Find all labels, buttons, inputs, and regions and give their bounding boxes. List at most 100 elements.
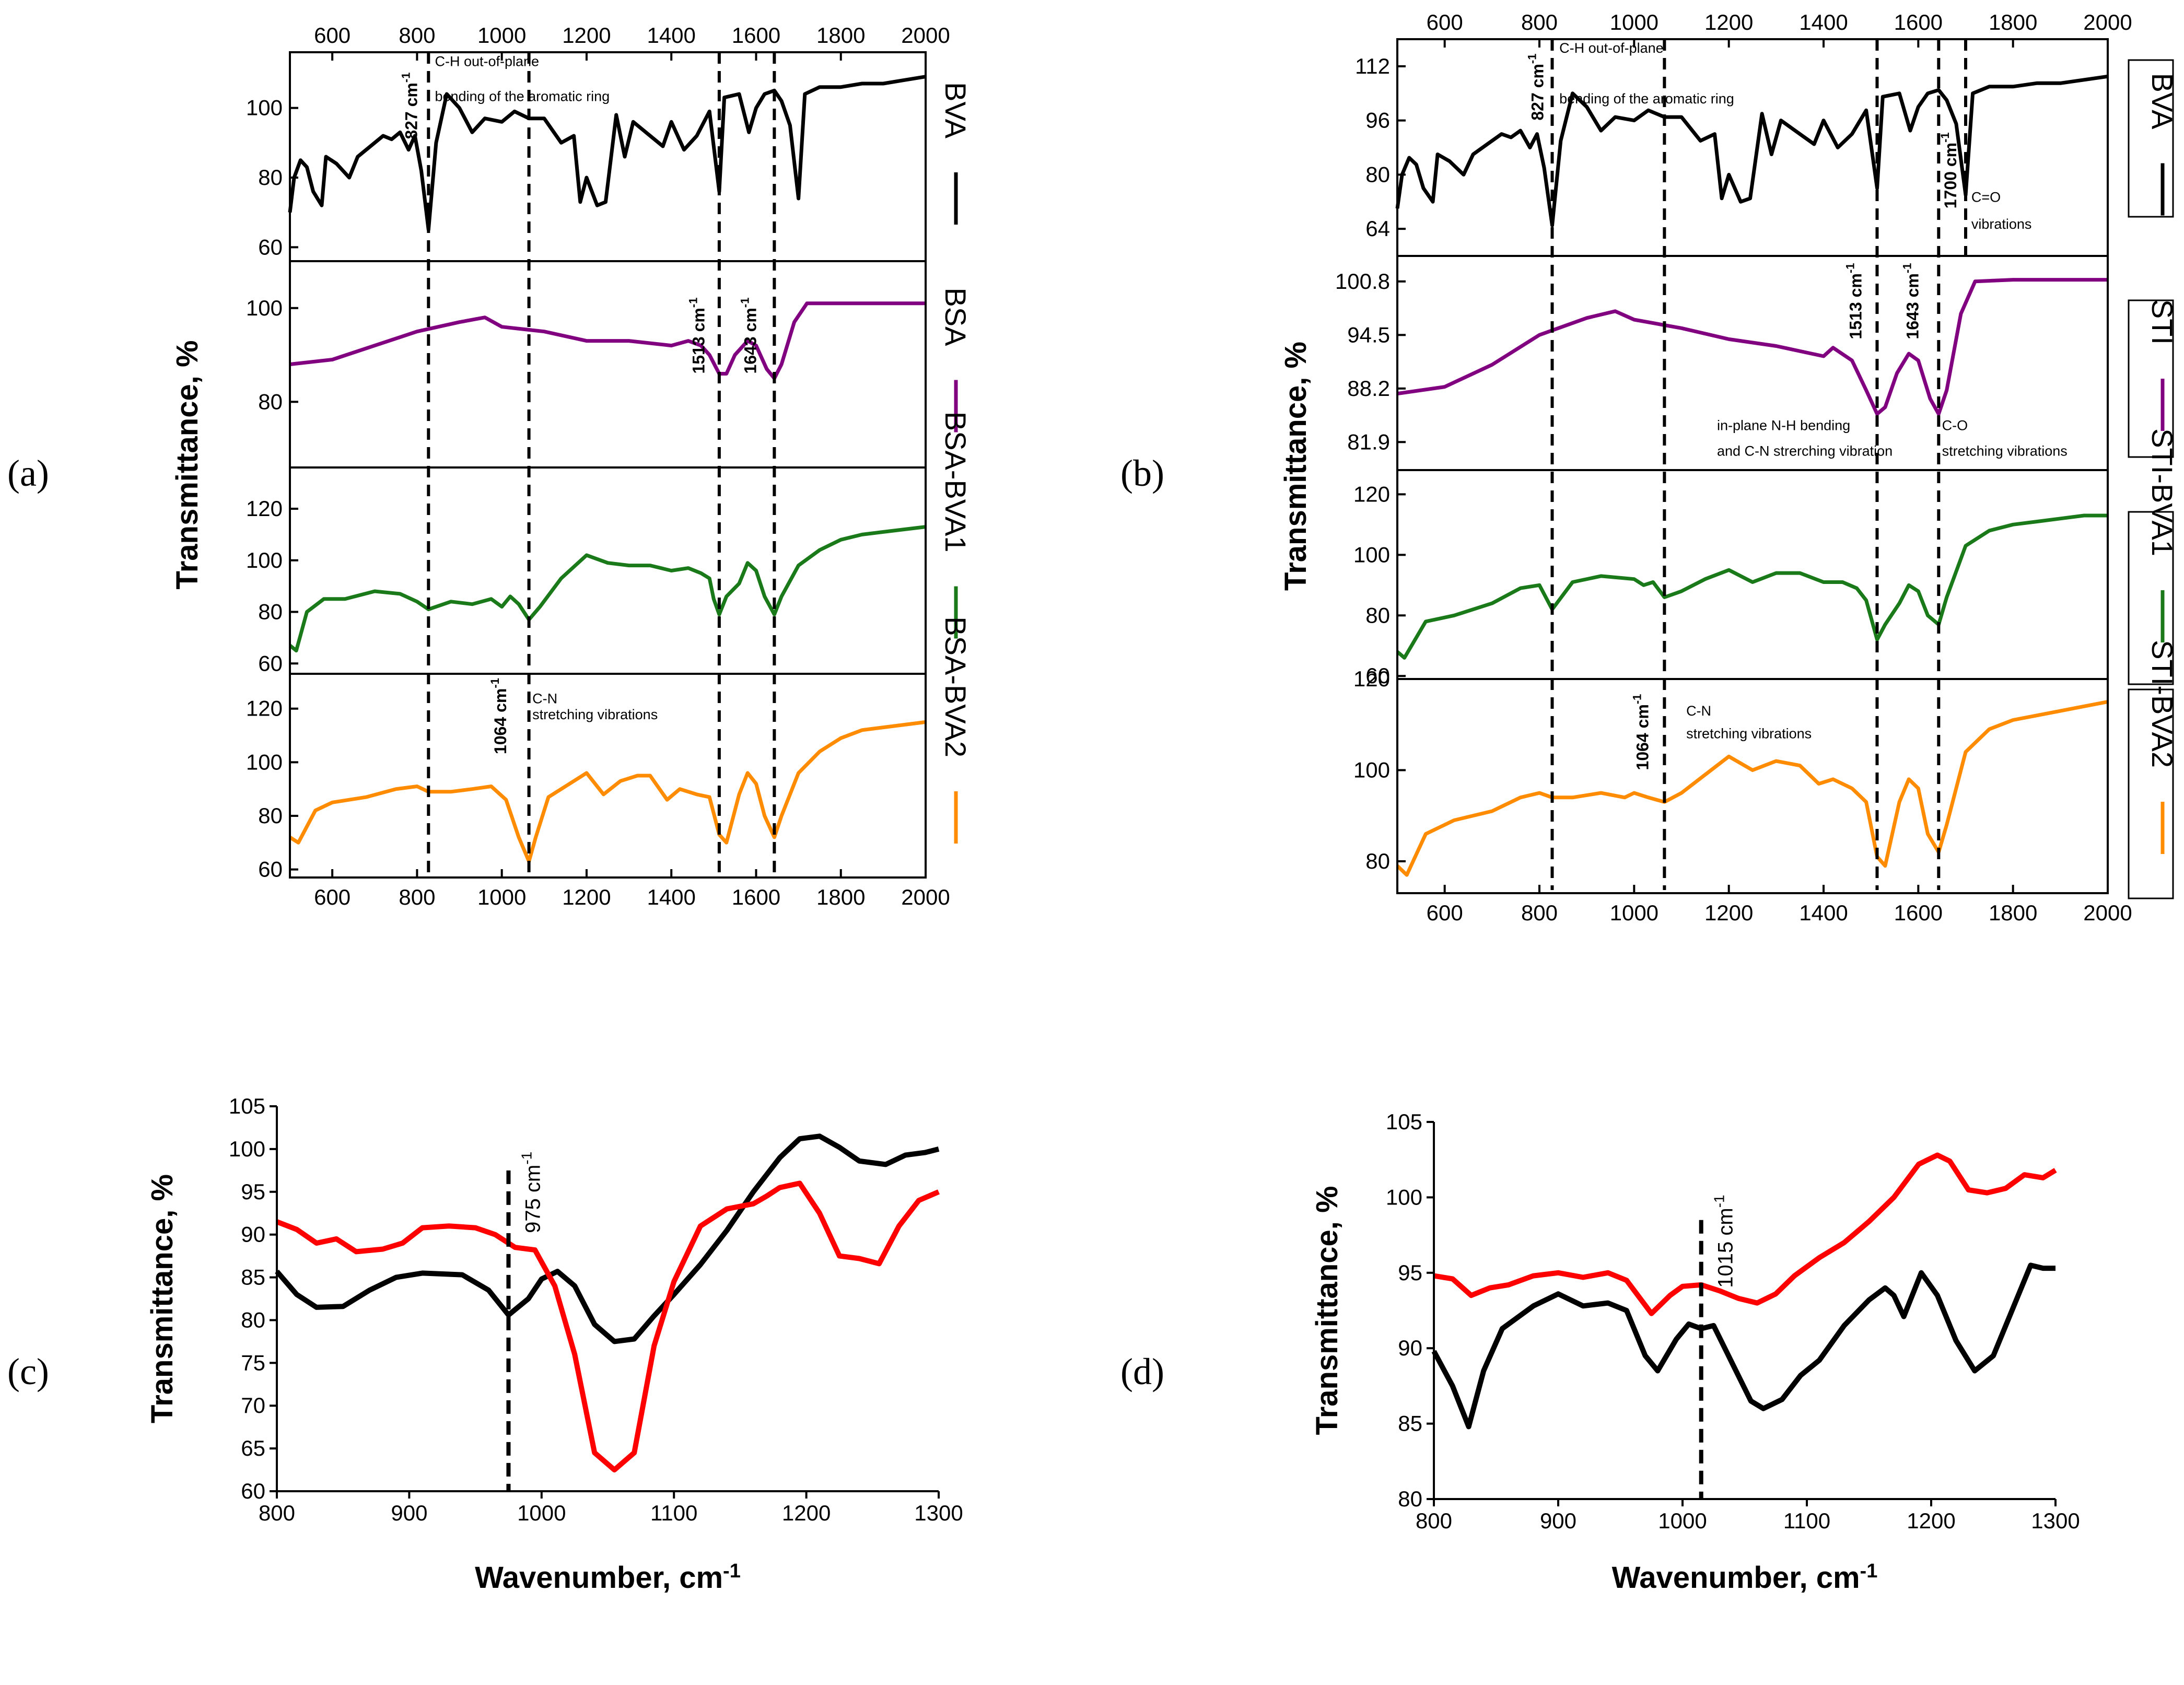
panel-label-d: (d) xyxy=(1120,1351,1164,1393)
x-tick-label: 600 xyxy=(314,885,351,909)
y-tick-label: 95 xyxy=(241,1179,265,1204)
x-tick-label: 1600 xyxy=(732,885,780,909)
annotation-rotated: 1015 cm-1 xyxy=(1711,1195,1737,1288)
legend-label-BSA-BVA1: BSA-BVA1 xyxy=(939,412,972,553)
annotation-rotated: 975 cm-1 xyxy=(518,1152,544,1233)
x-tick-label: 600 xyxy=(1427,900,1463,925)
series-line-BSA-BVA2 xyxy=(289,720,926,863)
annotation-text: and C-N strerching vibration xyxy=(1717,443,1893,459)
series-line-BSA-BVA1 xyxy=(288,525,926,653)
x-tick-label: 1000 xyxy=(517,1501,566,1525)
panel-label-a: (a) xyxy=(7,452,49,494)
y-tick-label: 100 xyxy=(246,548,283,572)
x-tick-label-top: 2000 xyxy=(2083,10,2132,34)
annotation-rotated: 1700 cm-1 xyxy=(1938,132,1960,208)
series-line-1 xyxy=(276,1180,940,1473)
x-tick-label: 800 xyxy=(1416,1508,1452,1533)
annotation-text: vibrations xyxy=(1971,216,2032,232)
x-tick-label-top: 2000 xyxy=(901,23,950,48)
legend-entry: BVA xyxy=(939,82,972,225)
annotation-rotated: 1643 cm-1 xyxy=(738,298,760,374)
annotation-text: 1064 cm-1 xyxy=(488,678,510,754)
y-tick-label: 70 xyxy=(241,1393,265,1418)
series-line-BSA xyxy=(289,301,926,380)
y-axis-title: Transmittance, % xyxy=(1310,1186,1344,1435)
y-tick-label: 100 xyxy=(1353,757,1390,782)
y-axis-title: Transmittance, % xyxy=(145,1174,179,1423)
y-tick-label: 80 xyxy=(1365,603,1390,627)
series-line-0 xyxy=(275,1133,940,1344)
x-tick-label: 1200 xyxy=(782,1501,831,1525)
y-tick-label: 100 xyxy=(246,96,283,120)
y-tick-label: 105 xyxy=(229,1094,265,1118)
y-tick-label: 60 xyxy=(241,1479,265,1503)
x-tick-label: 1300 xyxy=(2031,1508,2080,1533)
annotation-text: C-N xyxy=(1686,703,1711,719)
y-tick-label: 80 xyxy=(258,803,283,828)
annotation-text: 975 cm-1 xyxy=(518,1152,544,1233)
annotation-rotated: 827 cm-1 xyxy=(1525,54,1547,121)
y-tick-label: 120 xyxy=(1353,482,1390,506)
x-tick-label-top: 1200 xyxy=(1704,10,1753,34)
legend-box xyxy=(2128,688,2174,899)
x-tick-label: 2000 xyxy=(901,885,950,909)
x-tick-label: 1000 xyxy=(1610,900,1659,925)
x-tick-label-top: 1600 xyxy=(1894,10,1943,34)
y-tick-label: 112 xyxy=(1355,54,1390,78)
annotation-text: bending of the aromatic ring xyxy=(435,88,610,104)
annotation-text: in-plane N-H bending xyxy=(1717,418,1850,434)
legend-entry: STI-BVA2 xyxy=(2146,640,2179,854)
x-tick-label-top: 1400 xyxy=(1799,10,1848,34)
annotation-text: 1015 cm-1 xyxy=(1711,1195,1737,1288)
y-tick-label: 96 xyxy=(1365,108,1390,133)
x-tick-label-top: 600 xyxy=(314,23,351,48)
y-tick-label: 120 xyxy=(1353,666,1390,691)
annotation-rotated: 827 cm-1 xyxy=(399,73,421,139)
x-tick-label: 1300 xyxy=(914,1501,963,1525)
y-tick-label: 100 xyxy=(246,750,283,774)
y-tick-label: 85 xyxy=(1398,1411,1422,1436)
annotation-text: 1643 cm-1 xyxy=(738,298,760,374)
annotation-rotated: 1513 cm-1 xyxy=(1844,263,1865,340)
panel-b: 64 80 96 112 BVA 81.9 88.2 94.5 100.8 STI 60 80 100 1… xyxy=(1279,10,2179,925)
x-tick-label-top: 1200 xyxy=(562,23,611,48)
legend-label-STI-BVA1: STI-BVA1 xyxy=(2146,428,2179,556)
x-tick-label: 1200 xyxy=(1907,1508,1955,1533)
y-tick-label: 80 xyxy=(241,1307,265,1332)
annotation-rotated: 1513 cm-1 xyxy=(686,298,708,374)
y-tick-label: 100 xyxy=(1353,542,1390,567)
y-tick-label: 60 xyxy=(258,857,283,882)
y-tick-label: 95 xyxy=(1398,1260,1422,1285)
y-tick-label: 60 xyxy=(258,651,283,675)
series-line-STI xyxy=(1397,278,2108,416)
y-tick-label: 80 xyxy=(258,389,283,414)
plot-frame xyxy=(289,51,927,879)
annotation-text: 827 cm-1 xyxy=(1525,54,1547,121)
x-tick-label: 1800 xyxy=(1989,900,2037,925)
annotation-text: 1513 cm-1 xyxy=(1844,263,1865,340)
series-line-STI-BVA2 xyxy=(1396,700,2108,877)
series-line-1 xyxy=(1433,1152,2057,1316)
y-tick-label: 105 xyxy=(1386,1109,1422,1134)
legend-label-BVA: BVA xyxy=(2146,73,2179,130)
y-tick-label: 88.2 xyxy=(1347,376,1390,401)
annotation-text: 1064 cm-1 xyxy=(1631,694,1652,770)
x-tick-label: 900 xyxy=(391,1501,427,1525)
x-tick-label-top: 1800 xyxy=(1989,10,2037,34)
y-tick-label: 120 xyxy=(246,496,283,521)
annotation-rotated: 1064 cm-1 xyxy=(488,678,510,754)
x-tick-label: 1200 xyxy=(1704,900,1753,925)
annotation-text: stretching vibrations xyxy=(532,707,658,722)
legend-label-STI: STI xyxy=(2146,299,2179,345)
annotation-text: C-O xyxy=(1942,418,1968,434)
x-tick-label: 1600 xyxy=(1894,900,1943,925)
annotation-text: 1643 cm-1 xyxy=(1900,263,1922,340)
legend-box xyxy=(2128,59,2174,218)
legend-entry: BVA xyxy=(2146,73,2179,216)
legend-box xyxy=(2128,511,2174,685)
legend-entry: BSA-BVA1 xyxy=(939,412,972,639)
x-tick-label: 1800 xyxy=(816,885,865,909)
x-tick-label-top: 800 xyxy=(1521,10,1558,34)
